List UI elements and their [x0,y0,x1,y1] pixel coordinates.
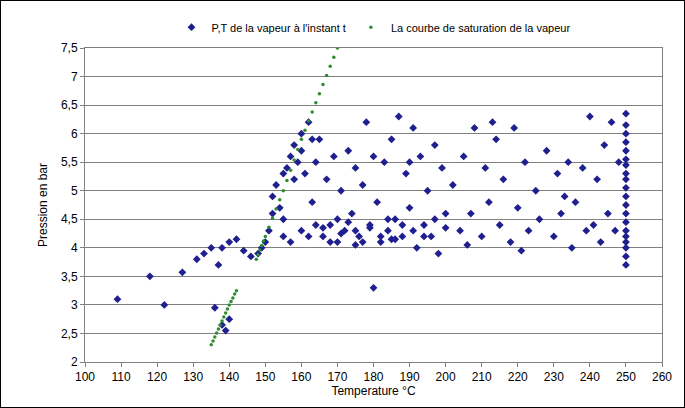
svg-text:150: 150 [255,370,275,384]
svg-text:130: 130 [183,370,203,384]
svg-text:Pression en bar: Pression en bar [36,163,50,247]
svg-text:3: 3 [71,298,78,312]
svg-text:2,5: 2,5 [61,327,78,341]
svg-text:230: 230 [544,370,564,384]
svg-text:140: 140 [219,370,239,384]
svg-text:7: 7 [71,70,78,84]
svg-text:220: 220 [508,370,528,384]
svg-text:200: 200 [436,370,456,384]
svg-text:3,5: 3,5 [61,270,78,284]
svg-text:250: 250 [616,370,636,384]
svg-text:5,5: 5,5 [61,155,78,169]
svg-text:120: 120 [147,370,167,384]
svg-text:6: 6 [71,127,78,141]
svg-text:110: 110 [111,370,130,384]
svg-text:6,5: 6,5 [61,98,78,112]
svg-text:100: 100 [75,370,95,384]
svg-text:5: 5 [71,184,78,198]
svg-text:260: 260 [652,370,672,384]
svg-text:160: 160 [291,370,311,384]
svg-text:240: 240 [580,370,600,384]
svg-text:4,5: 4,5 [61,212,78,226]
svg-text:P,T de la vapeur à l'instant t: P,T de la vapeur à l'instant t [212,22,346,34]
svg-text:170: 170 [327,370,347,384]
svg-text:4: 4 [71,241,78,255]
svg-text:2: 2 [71,355,78,369]
svg-text:Temperature °C: Temperature °C [331,384,415,398]
svg-text:La courbe de saturation de la: La courbe de saturation de la vapeur [391,22,571,34]
svg-text:190: 190 [400,370,420,384]
svg-text:210: 210 [472,370,492,384]
svg-text:180: 180 [363,370,383,384]
svg-text:7,5: 7,5 [61,41,78,55]
